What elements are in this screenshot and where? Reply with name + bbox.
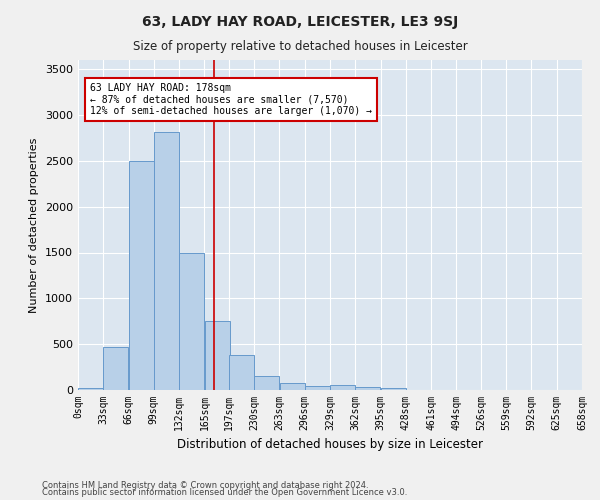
Bar	[330, 386, 355, 390]
Y-axis label: Number of detached properties: Number of detached properties	[29, 138, 40, 312]
Bar	[280, 382, 305, 390]
Bar	[154, 132, 179, 390]
Text: Contains public sector information licensed under the Open Government Licence v3: Contains public sector information licen…	[42, 488, 407, 497]
Text: Size of property relative to detached houses in Leicester: Size of property relative to detached ho…	[133, 40, 467, 53]
Bar	[254, 376, 280, 390]
Bar	[355, 387, 380, 390]
Bar	[380, 388, 406, 390]
Bar	[229, 355, 254, 390]
Text: 63, LADY HAY ROAD, LEICESTER, LE3 9SJ: 63, LADY HAY ROAD, LEICESTER, LE3 9SJ	[142, 15, 458, 29]
Text: Contains HM Land Registry data © Crown copyright and database right 2024.: Contains HM Land Registry data © Crown c…	[42, 480, 368, 490]
Text: 63 LADY HAY ROAD: 178sqm
← 87% of detached houses are smaller (7,570)
12% of sem: 63 LADY HAY ROAD: 178sqm ← 87% of detach…	[90, 83, 372, 116]
Bar	[128, 161, 154, 390]
Bar	[179, 252, 204, 390]
Bar	[78, 388, 103, 390]
X-axis label: Distribution of detached houses by size in Leicester: Distribution of detached houses by size …	[177, 438, 483, 452]
Bar	[103, 347, 128, 390]
Bar	[205, 322, 230, 390]
Bar	[305, 386, 330, 390]
